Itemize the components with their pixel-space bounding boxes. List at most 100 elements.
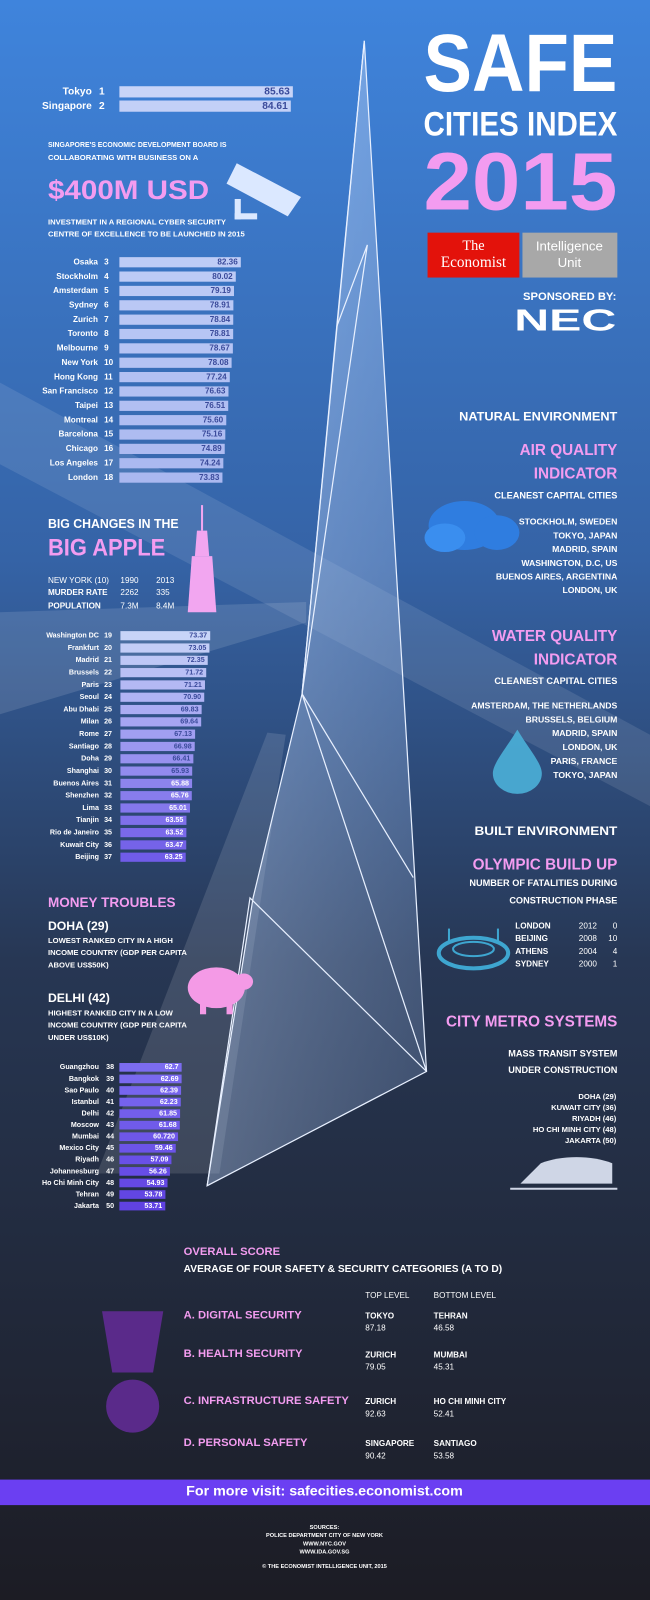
score-label: 80.02 [212, 272, 233, 281]
city-list-item: DOHA (29) [578, 1092, 616, 1101]
score-label: 69.64 [180, 718, 198, 726]
source: POLICE DEPARTMENT CITY OF NEW YORK [266, 1533, 383, 1539]
score-bar [120, 729, 196, 739]
rank: 30 [104, 767, 112, 775]
score-bar [120, 717, 202, 727]
cloud-part [474, 515, 520, 550]
score-label: 62.23 [160, 1098, 178, 1106]
score-label: 59.46 [155, 1144, 173, 1152]
rank: 23 [104, 681, 112, 689]
train-icon [510, 1157, 618, 1190]
score-bar [119, 285, 234, 297]
rank: 31 [104, 779, 112, 787]
score-label: 74.24 [200, 458, 221, 467]
camera-mount [234, 198, 241, 220]
city-list-item: BUENOS AIRES, ARGENTINA [496, 571, 618, 581]
score-label: 56.26 [149, 1167, 167, 1175]
olympic-fatalities: 0 [613, 922, 618, 931]
score-label: 82.36 [217, 257, 238, 266]
city-name: Riyadh [75, 1156, 99, 1164]
city-name: Santiago [69, 742, 100, 750]
score-bar [119, 386, 229, 397]
city-name: Johannesburg [50, 1167, 99, 1175]
top-city: ZURICH [365, 1397, 396, 1406]
logo-text: The [462, 238, 484, 254]
city-name: Beijing [75, 853, 99, 861]
city-name: Milan [81, 718, 99, 726]
score-label: 62.7 [165, 1063, 179, 1071]
source: WWW.NYC.GOV [303, 1541, 346, 1547]
city-name: Rio de Janeiro [50, 829, 100, 837]
pig-leg [226, 1002, 233, 1015]
train-body [520, 1157, 613, 1184]
city-name: Barcelona [59, 430, 99, 439]
item-text: ABOVE US$50K) [48, 960, 109, 969]
city-list-item: STOCKHOLM, SWEDEN [519, 517, 617, 527]
olympic-fatalities: 1 [613, 959, 618, 968]
city-name: Sydney [69, 300, 98, 309]
rank: 35 [104, 829, 112, 837]
indicator-title: INDICATOR [534, 651, 618, 668]
section-title: NATURAL ENVIRONMENT [459, 410, 618, 424]
score-bar [120, 803, 190, 813]
copyright: © THE ECONOMIST INTELLIGENCE UNIT, 2015 [262, 1563, 387, 1570]
city-list-item: MADRID, SPAIN [552, 728, 617, 738]
olympic-city: BEIJING [515, 934, 548, 943]
score-label: 78.08 [208, 358, 229, 367]
city-name: Lima [82, 804, 100, 812]
score-label: 65.88 [171, 779, 189, 787]
bottom-city: SANTIAGO [434, 1439, 477, 1448]
logo-text: Intelligence [536, 238, 603, 253]
rank: 44 [106, 1133, 114, 1141]
logo-text: Unit [558, 255, 582, 270]
score-label: 71.21 [184, 681, 202, 689]
camera-mount [234, 213, 258, 220]
rank: 22 [104, 669, 112, 677]
score-label: 66.98 [174, 742, 192, 750]
city-list-item: KUWAIT CITY (36) [551, 1103, 617, 1112]
ribbon [102, 1311, 164, 1373]
score-bar [119, 1086, 182, 1095]
rank: 21 [104, 656, 112, 664]
indicator-title: OLYMPIC BUILD UP [473, 856, 618, 873]
rank: 16 [104, 444, 114, 453]
city-name: Hong Kong [54, 372, 98, 381]
city-name: Moscow [71, 1121, 100, 1129]
city-list-item: RIYADH (46) [572, 1114, 617, 1123]
city-list-item: HO CHI MINH CITY (48) [533, 1125, 617, 1134]
rank: 9 [104, 344, 109, 353]
stadium-icon [436, 928, 511, 971]
bottom-score: 45.31 [434, 1363, 455, 1372]
city-name: Doha [81, 755, 100, 763]
skyscraper [206, 40, 428, 1187]
city-name: Tokyo [63, 87, 92, 98]
score-bar [119, 1132, 179, 1142]
city-name: Montreal [64, 415, 98, 424]
rank: 10 [104, 358, 114, 367]
score-label: 61.85 [159, 1109, 177, 1117]
city-name: Jakarta [74, 1202, 100, 1210]
score-label: 66.41 [172, 755, 190, 763]
score-label: 62.69 [161, 1075, 179, 1083]
score-label: 73.05 [189, 644, 207, 652]
year: 2015 [423, 136, 617, 227]
rank: 42 [106, 1109, 114, 1117]
score-bar [119, 443, 225, 454]
top-score: 90.42 [365, 1451, 386, 1460]
city-list-item: LONDON, UK [563, 585, 619, 595]
score-label: 71.72 [185, 669, 203, 677]
city-name: Toronto [68, 329, 98, 338]
section-subtitle: AVERAGE OF FOUR SAFETY & SECURITY CATEGO… [184, 1264, 502, 1275]
bottom-city: MUMBAI [434, 1350, 468, 1359]
section-title: OVERALL SCORE [184, 1246, 281, 1258]
score-bar [119, 357, 232, 368]
top-score: 87.18 [365, 1324, 386, 1333]
rank: 49 [106, 1190, 114, 1198]
score-bar [119, 1120, 180, 1130]
city-name: Paris [82, 681, 99, 689]
indicator-title: CITY METRO SYSTEMS [446, 1013, 617, 1030]
column-header: TOP LEVEL [365, 1291, 410, 1300]
empire-state-icon [187, 505, 217, 613]
rank: 12 [104, 387, 114, 396]
